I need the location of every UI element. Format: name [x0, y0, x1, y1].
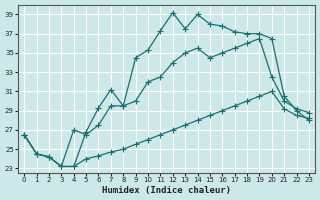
X-axis label: Humidex (Indice chaleur): Humidex (Indice chaleur) [102, 186, 231, 195]
